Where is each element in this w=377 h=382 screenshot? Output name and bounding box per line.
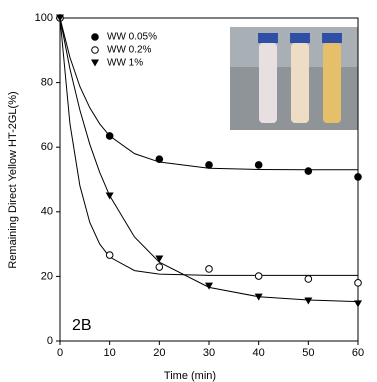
legend-label: WW 0.2% bbox=[107, 45, 152, 56]
fit-curve bbox=[59, 17, 358, 171]
legend-marker bbox=[91, 46, 99, 54]
data-point bbox=[105, 192, 114, 200]
x-tick-label: 10 bbox=[104, 347, 116, 359]
y-tick-label: 80 bbox=[41, 77, 53, 89]
x-tick-label: 50 bbox=[302, 347, 314, 359]
data-point bbox=[304, 297, 313, 305]
y-tick-label: 100 bbox=[35, 12, 53, 24]
x-tick-label: 20 bbox=[153, 347, 165, 359]
y-axis-label: Remaining Direct Yellow HT-2GL(%) bbox=[7, 91, 19, 268]
y-tick-label: 40 bbox=[41, 206, 53, 218]
legend-label: WW 0.05% bbox=[107, 32, 157, 43]
photo-inset bbox=[230, 27, 358, 130]
y-tick-label: 0 bbox=[47, 335, 53, 347]
legend-marker bbox=[91, 59, 99, 67]
data-point bbox=[354, 173, 362, 181]
y-tick-label: 20 bbox=[41, 270, 53, 282]
x-tick-label: 30 bbox=[203, 347, 215, 359]
legend-marker bbox=[91, 33, 99, 41]
legend-label: WW 1% bbox=[107, 58, 143, 69]
data-point bbox=[254, 161, 263, 169]
data-point bbox=[155, 255, 164, 263]
data-point bbox=[354, 300, 362, 308]
data-point bbox=[205, 265, 213, 273]
data-point bbox=[155, 263, 164, 271]
data-point bbox=[254, 293, 263, 301]
x-tick-label: 0 bbox=[57, 347, 63, 359]
x-tick-label: 40 bbox=[253, 347, 265, 359]
data-point bbox=[56, 14, 64, 22]
data-point bbox=[205, 282, 213, 290]
x-axis-label: Time (min) bbox=[164, 370, 216, 382]
data-point bbox=[254, 272, 263, 280]
data-point bbox=[105, 251, 114, 259]
data-point bbox=[105, 132, 114, 140]
data-point bbox=[155, 155, 164, 163]
y-tick-label: 60 bbox=[41, 141, 53, 153]
data-point bbox=[354, 279, 362, 287]
data-point bbox=[205, 161, 213, 169]
data-point bbox=[304, 275, 313, 283]
fit-curve bbox=[59, 17, 358, 276]
fit-curve bbox=[59, 17, 359, 303]
x-tick-label: 60 bbox=[352, 347, 364, 359]
data-point bbox=[304, 167, 313, 175]
annotation: 2B bbox=[72, 317, 92, 334]
